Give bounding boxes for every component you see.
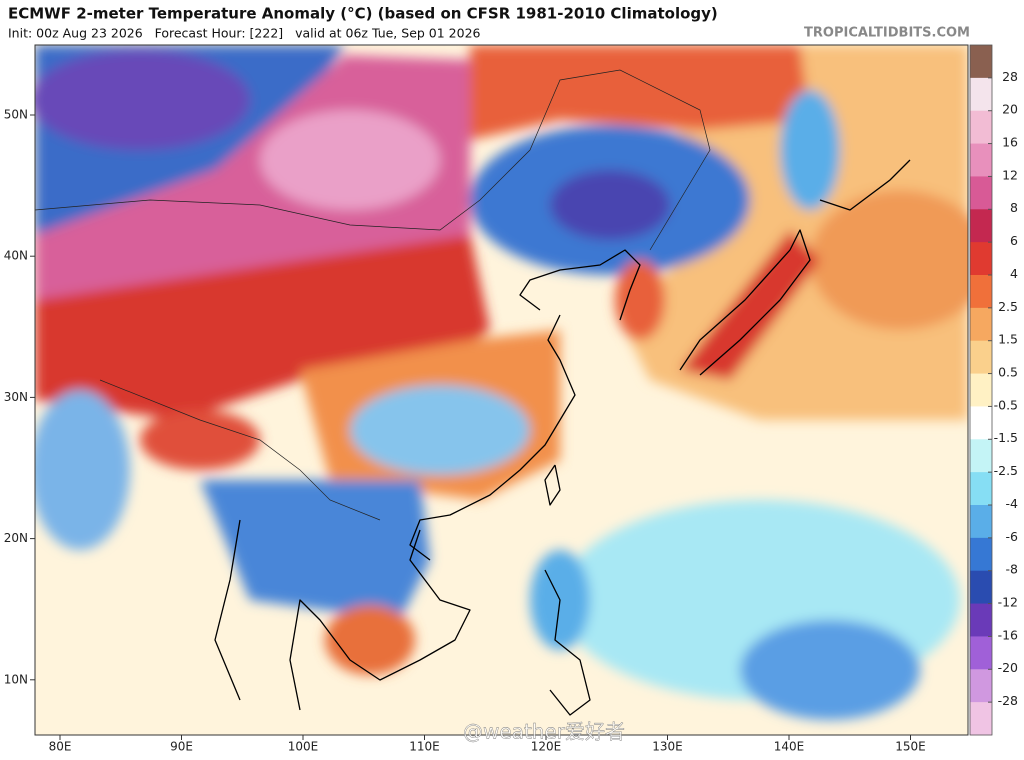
colorbar-segment	[970, 603, 992, 637]
colorbar-segment	[970, 143, 992, 177]
colorbar-segment	[970, 110, 992, 145]
country-border	[99, 379, 381, 521]
coastline	[544, 464, 561, 506]
colorbar-label: -16	[998, 627, 1018, 642]
colorbar-label: 2.5	[998, 299, 1018, 314]
lon-label: 90E	[170, 740, 193, 754]
colorbar-label: -8	[1006, 562, 1019, 577]
coastline	[519, 249, 641, 321]
colorbar-segment	[970, 373, 992, 407]
coastline	[819, 159, 911, 211]
region	[680, 230, 820, 380]
colorbar-segment	[970, 472, 992, 506]
region	[35, 50, 250, 150]
region	[350, 385, 530, 475]
colorbar-segment	[970, 242, 992, 276]
colorbar-segment	[970, 45, 992, 79]
colorbar-label: -1.5	[994, 430, 1018, 445]
region	[780, 90, 840, 210]
coastline	[289, 529, 471, 711]
colorbar-label: 0.5	[998, 365, 1018, 380]
country-border	[35, 69, 711, 251]
region	[470, 45, 810, 140]
lon-label: 80E	[49, 740, 72, 754]
coastline	[214, 519, 241, 701]
lon-label: 140E	[774, 740, 805, 754]
lon-label: 120E	[531, 740, 562, 754]
coastline	[544, 569, 591, 716]
colorbar-segment	[970, 636, 992, 670]
region	[550, 170, 670, 240]
colorbar-segment	[970, 406, 992, 440]
colorbar-segment	[970, 340, 992, 375]
region	[200, 480, 430, 620]
colorbar: 28 20 16 12 8 6 4 2.5 1.5 0.5 -0.5 -1.5 -2.5 -4 -6 -8 -1…	[969, 44, 1019, 736]
region	[325, 605, 415, 675]
colorbar-segment	[970, 275, 992, 309]
coastline	[679, 229, 811, 376]
colorbar-segment	[970, 570, 992, 605]
colorbar-segment	[970, 669, 992, 703]
lat-label: 10N	[4, 672, 28, 686]
colorbar-segment	[970, 439, 992, 473]
region	[615, 260, 665, 340]
colorbar-label: 16	[1002, 135, 1018, 150]
region	[810, 190, 968, 330]
colorbar-segment	[970, 176, 992, 210]
lat-label: 50N	[4, 108, 28, 122]
colorbar-label: 8	[1010, 200, 1018, 215]
colorbar-label: -4	[1006, 496, 1019, 511]
colorbar-segment	[970, 537, 992, 572]
coastline	[409, 314, 576, 561]
axes: 50N 40N 30N 20N 10N 80E 90E 100E 110E 120E 130E 140…	[4, 108, 926, 754]
watermark: @weather爱好者	[463, 720, 625, 744]
colorbar-segment	[970, 702, 992, 736]
lon-label: 150E	[895, 740, 926, 754]
colorbar-segment	[970, 209, 992, 243]
lon-label: 100E	[288, 740, 319, 754]
colorbar-label: -6	[1006, 529, 1019, 544]
colorbar-label: -0.5	[994, 397, 1018, 412]
anomaly-field	[35, 45, 968, 735]
colorbar-label: 4	[1010, 266, 1018, 281]
colorbar-label: -2.5	[994, 463, 1018, 478]
site-name: TROPICALTIDBITS.COM	[804, 26, 970, 41]
region	[740, 620, 920, 720]
colorbar-label: -28	[998, 693, 1018, 708]
region	[260, 110, 440, 210]
colorbar-segment	[970, 77, 992, 112]
colorbar-segment	[970, 505, 992, 539]
colorbar-label: 1.5	[998, 332, 1018, 347]
region	[35, 390, 130, 550]
colorbar-label: 12	[1002, 167, 1018, 182]
colorbar-label: -12	[998, 595, 1018, 610]
colorbar-label: -20	[998, 660, 1018, 675]
map-frame	[34, 44, 969, 736]
subtitle: Init: 00z Aug 23 2026 Forecast Hour: [22…	[8, 26, 481, 41]
colorbar-label: 28	[1002, 69, 1018, 84]
colorbar-segment	[970, 307, 992, 342]
lat-label: 30N	[4, 390, 28, 404]
lat-label: 20N	[4, 531, 28, 545]
colorbar-label: 6	[1010, 233, 1018, 248]
colorbar-frame	[969, 44, 993, 736]
colorbar-label: 20	[1002, 102, 1018, 117]
lon-label: 110E	[409, 740, 440, 754]
lat-label: 40N	[4, 249, 28, 263]
title: ECMWF 2-meter Temperature Anomaly (°C) (…	[8, 5, 718, 23]
region	[140, 410, 260, 470]
lon-label: 130E	[652, 740, 683, 754]
